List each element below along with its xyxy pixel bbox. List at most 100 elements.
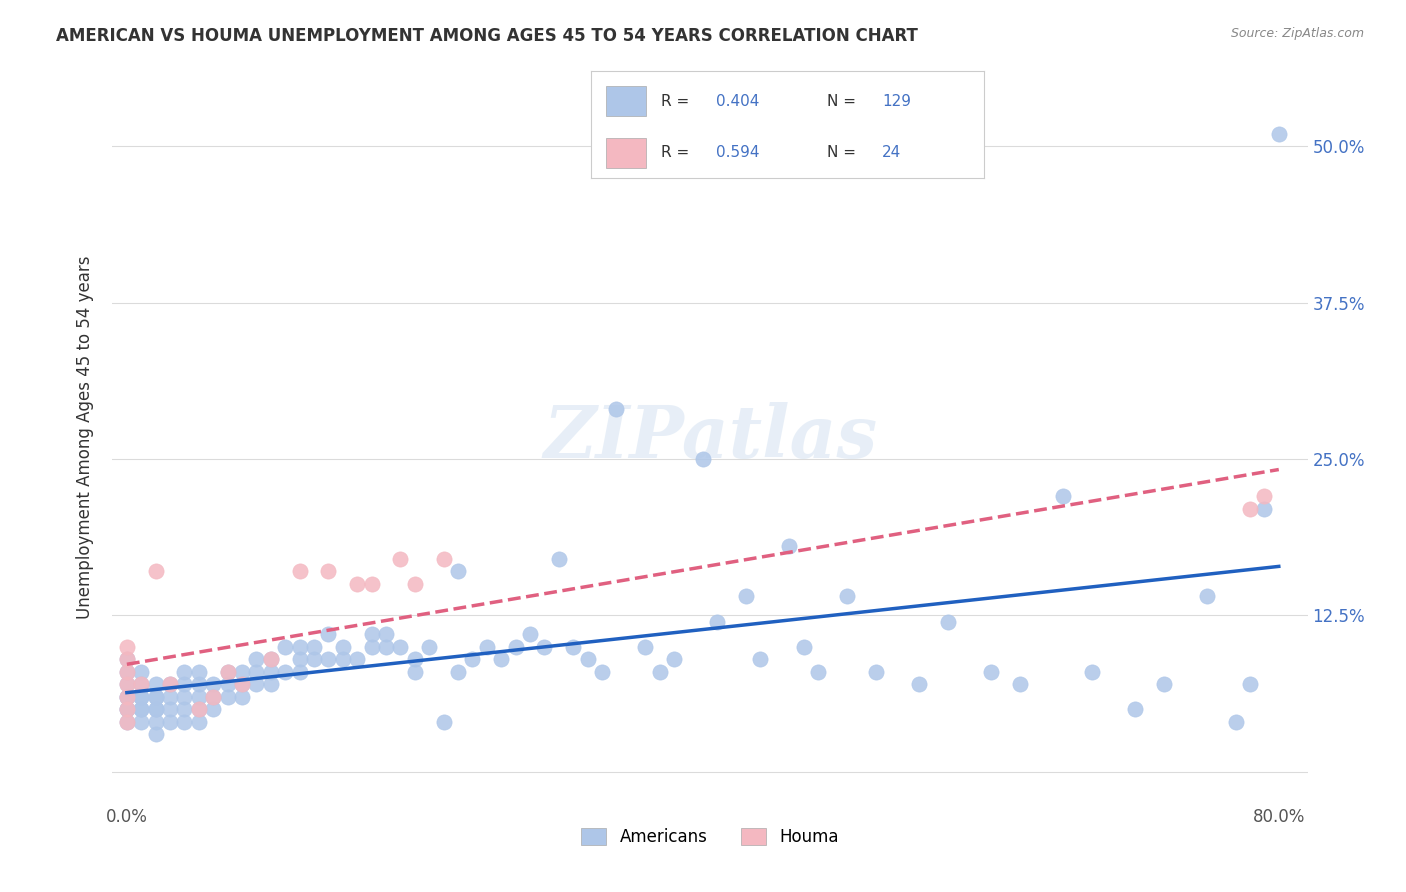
Point [447, 565, 470, 579]
Point [145, 702, 167, 716]
Point [159, 690, 181, 704]
Point [1052, 490, 1074, 504]
Point [274, 640, 297, 654]
Point [505, 640, 527, 654]
Point [562, 640, 585, 654]
Point [634, 640, 657, 654]
Point [980, 665, 1002, 679]
Point [187, 665, 209, 679]
Point [145, 727, 167, 741]
Point [260, 665, 283, 679]
Point [202, 690, 225, 704]
Point [461, 652, 484, 666]
Point [735, 590, 758, 604]
Point [260, 677, 283, 691]
Point [1253, 502, 1275, 516]
Point [129, 714, 152, 729]
Point [1253, 490, 1275, 504]
Point [332, 640, 354, 654]
Point [129, 702, 152, 716]
Point [318, 652, 340, 666]
Point [145, 714, 167, 729]
Legend: Americans, Houma: Americans, Houma [575, 822, 845, 853]
Point [159, 702, 181, 716]
Point [145, 690, 167, 704]
Point [404, 665, 426, 679]
Point [115, 690, 138, 704]
Point [115, 652, 138, 666]
Point [115, 640, 138, 654]
Point [115, 677, 138, 691]
Point [648, 665, 671, 679]
Point [159, 714, 181, 729]
Text: Source: ZipAtlas.com: Source: ZipAtlas.com [1230, 27, 1364, 40]
Point [217, 665, 239, 679]
Point [491, 652, 513, 666]
Point [159, 677, 181, 691]
Point [129, 702, 152, 716]
Point [778, 540, 800, 554]
Point [173, 665, 195, 679]
Point [547, 552, 569, 566]
Point [187, 690, 209, 704]
Point [288, 565, 311, 579]
Point [332, 652, 354, 666]
Text: 24: 24 [882, 145, 901, 161]
Point [245, 677, 267, 691]
Point [302, 640, 325, 654]
FancyBboxPatch shape [606, 137, 645, 168]
Point [231, 665, 253, 679]
Point [129, 690, 152, 704]
Point [202, 702, 225, 716]
Point [288, 652, 311, 666]
Point [1008, 677, 1031, 691]
Point [433, 552, 456, 566]
Point [159, 677, 181, 691]
Point [533, 640, 555, 654]
Point [173, 690, 195, 704]
Point [115, 702, 138, 716]
Point [145, 702, 167, 716]
Point [288, 640, 311, 654]
Point [260, 652, 283, 666]
Point [145, 677, 167, 691]
Point [187, 714, 209, 729]
Point [187, 702, 209, 716]
Point [115, 665, 138, 679]
Point [346, 652, 368, 666]
Point [576, 652, 599, 666]
Point [835, 590, 858, 604]
Text: R =: R = [661, 145, 695, 161]
Point [129, 677, 152, 691]
Point [115, 702, 138, 716]
Point [662, 652, 685, 666]
Point [231, 690, 253, 704]
Point [129, 690, 152, 704]
Text: 0.594: 0.594 [717, 145, 761, 161]
Point [807, 665, 830, 679]
Point [231, 677, 253, 691]
Point [115, 690, 138, 704]
Point [217, 665, 239, 679]
Point [706, 615, 728, 629]
Point [231, 677, 253, 691]
Point [519, 627, 541, 641]
Point [936, 615, 959, 629]
Text: ZIPatlas: ZIPatlas [543, 401, 877, 473]
Point [865, 665, 887, 679]
Point [202, 677, 225, 691]
Point [115, 665, 138, 679]
Point [145, 690, 167, 704]
Text: R =: R = [661, 94, 695, 109]
Text: N =: N = [827, 94, 860, 109]
Point [145, 565, 167, 579]
Point [433, 714, 456, 729]
Point [129, 677, 152, 691]
Point [360, 640, 382, 654]
Point [217, 690, 239, 704]
Point [360, 577, 382, 591]
Point [245, 652, 267, 666]
Point [129, 665, 152, 679]
Y-axis label: Unemployment Among Ages 45 to 54 years: Unemployment Among Ages 45 to 54 years [76, 255, 94, 619]
Point [115, 652, 138, 666]
